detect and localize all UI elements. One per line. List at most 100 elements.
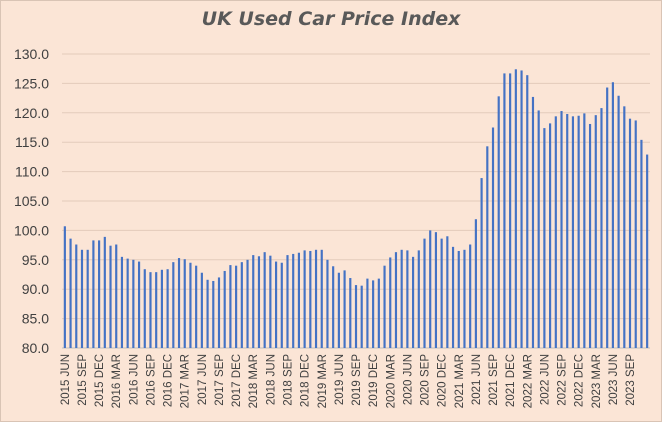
bar — [417, 250, 420, 348]
y-tick-label: 115.0 — [15, 134, 49, 150]
x-tick-label: 2021 DEC — [505, 354, 517, 407]
x-tick-label: 2016 DEC — [163, 354, 175, 407]
bar — [480, 178, 483, 348]
bar — [606, 87, 609, 349]
x-tick-label: 2017 DEC — [231, 354, 243, 407]
x-axis-ticks: 2015 JUN 2015 SEP 2015 DEC 2016 MAR 2016 JUN… — [60, 354, 637, 409]
y-tick-label: 85.0 — [22, 311, 49, 327]
bar — [526, 75, 529, 349]
bar — [354, 285, 358, 348]
bar — [75, 244, 78, 348]
x-tick-label: 2019 DEC — [368, 354, 380, 407]
bar — [406, 250, 409, 348]
bar — [292, 253, 295, 348]
y-tick-label: 90.0 — [22, 281, 49, 297]
y-tick-label: 95.0 — [22, 252, 49, 268]
bar — [497, 96, 500, 348]
y-axis-ticks: 80.0 85.0 90.0 95.0 100.0 105.0 110.0 115.0 120.… — [14, 46, 49, 356]
x-tick-label: 2016 MAR — [111, 354, 123, 408]
bar — [628, 118, 632, 349]
x-tick-label: 2023 JUN — [608, 354, 620, 405]
bars — [63, 69, 649, 349]
y-tick-label: 120.0 — [14, 105, 49, 121]
x-tick-label: 2021 MAR — [454, 354, 466, 408]
bar — [583, 113, 586, 348]
bar — [252, 255, 255, 348]
bar — [600, 108, 603, 348]
bar — [143, 269, 146, 348]
x-tick-label: 2015 JUN — [60, 354, 72, 405]
bar — [206, 279, 209, 348]
bar — [394, 252, 398, 348]
bar — [634, 120, 637, 348]
x-tick-label: 2023 MAR — [591, 354, 603, 408]
bar — [149, 272, 152, 348]
bar — [646, 154, 649, 348]
y-tick-label: 130.0 — [14, 46, 49, 62]
bar — [434, 232, 438, 348]
x-tick-label: 2020 SEP — [420, 354, 432, 406]
x-tick-label: 2022 SEP — [557, 354, 569, 406]
bar — [429, 230, 432, 348]
x-tick-label: 2018 JUN — [265, 354, 277, 405]
bar — [400, 249, 403, 348]
bar — [537, 110, 540, 348]
bar — [457, 250, 460, 348]
bar — [229, 265, 232, 348]
bar — [383, 265, 386, 348]
x-tick-label: 2022 MAR — [522, 354, 534, 408]
bar — [503, 73, 506, 349]
bar — [235, 265, 238, 348]
bar — [640, 139, 643, 348]
x-tick-label: 2018 DEC — [300, 354, 312, 407]
bar — [63, 226, 66, 348]
bar — [309, 250, 312, 348]
bar — [257, 256, 261, 348]
bar — [469, 244, 472, 348]
x-tick-label: 2021 JUN — [471, 354, 483, 405]
chart-title: UK Used Car Price Index — [201, 8, 461, 30]
bar — [611, 82, 614, 348]
x-tick-label: 2017 MAR — [180, 354, 192, 408]
bar — [412, 256, 415, 348]
bar — [98, 240, 101, 348]
bar — [263, 252, 266, 348]
bar — [286, 255, 289, 348]
gridlines — [62, 53, 650, 349]
x-tick-label: 2022 JUN — [539, 354, 551, 405]
bar — [314, 249, 318, 348]
bar — [115, 244, 118, 348]
bar — [389, 257, 392, 348]
bar — [509, 73, 512, 349]
x-tick-label: 2020 MAR — [385, 354, 397, 408]
bar — [183, 259, 186, 348]
bar — [486, 146, 489, 348]
x-tick-label: 2021 SEP — [488, 354, 500, 406]
bar — [297, 252, 300, 348]
bar — [514, 69, 517, 348]
bar — [195, 265, 198, 348]
bar — [246, 259, 249, 348]
bar — [80, 249, 84, 348]
bar — [463, 249, 466, 348]
x-tick-label: 2017 SEP — [214, 354, 226, 406]
bar — [223, 270, 226, 348]
x-tick-label: 2018 MAR — [248, 354, 260, 408]
x-tick-label: 2022 DEC — [574, 354, 586, 407]
bar — [474, 219, 477, 348]
x-tick-label: 2020 DEC — [437, 354, 449, 407]
bar — [120, 256, 124, 348]
bar — [577, 115, 580, 349]
bar — [588, 123, 592, 348]
bar — [360, 285, 363, 348]
x-tick-label: 2023 SEP — [625, 354, 637, 406]
bar — [240, 262, 243, 348]
bar — [109, 245, 112, 348]
bar — [451, 246, 455, 348]
bar — [69, 238, 72, 348]
x-tick-label: 2019 JUN — [334, 354, 346, 405]
bar — [560, 111, 563, 348]
bar — [366, 278, 369, 348]
